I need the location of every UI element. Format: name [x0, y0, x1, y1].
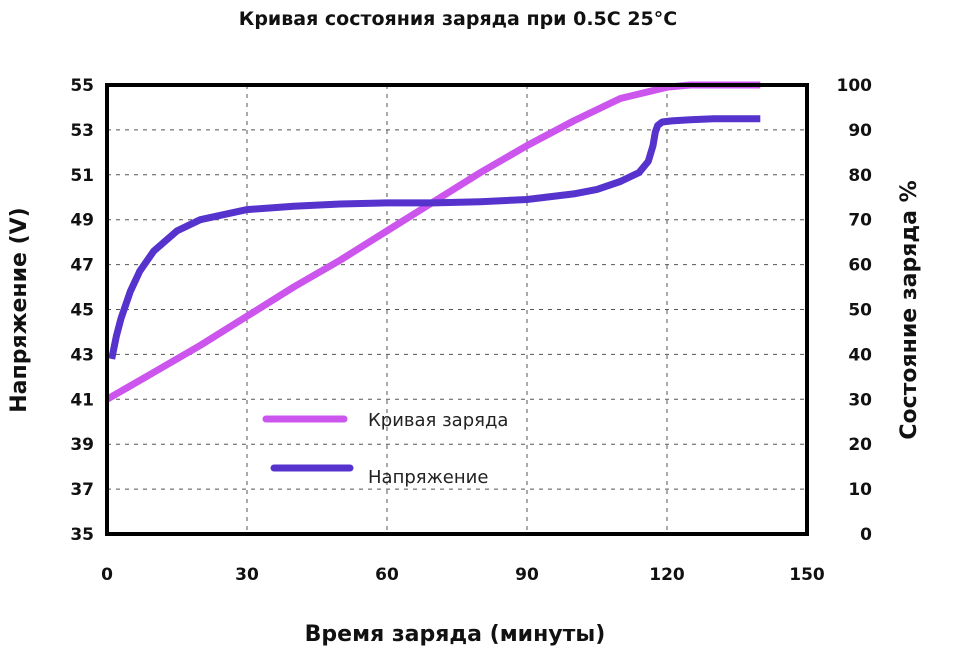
x-axis-label: Время заряда (минуты): [305, 622, 606, 647]
legend: Кривая заряда Напряжение: [262, 410, 508, 488]
series-line-charge-curve: [105, 81, 761, 403]
series-line-voltage: [108, 115, 761, 360]
y-right-tick-label: 0: [860, 525, 872, 545]
y-right-tick-label: 50: [848, 301, 872, 321]
plot-area-frame: [105, 83, 809, 536]
y-left-tick-label: 43: [70, 345, 94, 365]
y-right-tick-label: 30: [848, 390, 872, 410]
y-right-tick-label: 70: [848, 211, 872, 231]
y-right-tick-label: 10: [848, 480, 872, 500]
grid-lines: [107, 85, 807, 534]
y-left-tick-label: 39: [70, 435, 94, 455]
y-right-tick-label: 40: [848, 345, 872, 365]
y-right-tick-label: 80: [848, 166, 872, 186]
y-left-tick-label: 49: [70, 211, 94, 231]
series-lines: [105, 81, 761, 403]
x-tick-label: 120: [649, 565, 685, 585]
y-left-tick-label: 53: [70, 121, 94, 141]
y-left-tick-label: 51: [70, 166, 94, 186]
x-tick-label: 150: [789, 565, 825, 585]
y-left-tick-label: 37: [70, 480, 94, 500]
y-left-tick-label: 41: [70, 390, 94, 410]
y-right-tick-label: 90: [848, 121, 872, 141]
legend-label-charge-curve: Кривая заряда: [368, 410, 508, 431]
y-right-tick-label: 20: [848, 435, 872, 455]
x-tick-label: 30: [235, 565, 259, 585]
y-left-tick-label: 47: [70, 256, 94, 276]
x-tick-label: 60: [375, 565, 399, 585]
y-right-tick-label: 100: [837, 76, 873, 96]
x-tick-label: 90: [515, 565, 539, 585]
y-left-tick-label: 55: [70, 76, 94, 96]
y-left-tick-label: 35: [70, 525, 94, 545]
y-left-tick-label: 45: [70, 301, 94, 321]
tick-labels: 0 30 60 90 120 150 35 37 39 41 43 45 47 49 51 53 55 0 10 20…: [70, 76, 872, 585]
y-right-tick-label: 60: [848, 256, 872, 276]
chart-title: Кривая состояния заряда при 0.5C 25°C: [239, 8, 677, 30]
x-tick-label: 0: [101, 565, 113, 585]
legend-label-voltage: Напряжение: [368, 467, 488, 488]
y-axis-left-label: Напряжение (V): [7, 207, 32, 412]
y-axis-right-label: Состояние заряда %: [897, 180, 922, 439]
